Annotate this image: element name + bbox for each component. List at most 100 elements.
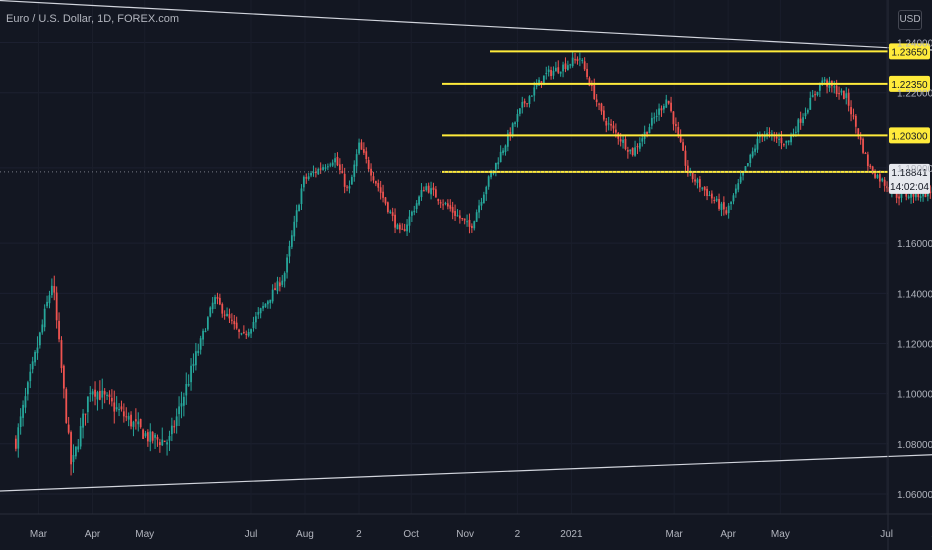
candle-body [235, 322, 238, 329]
candle-body [372, 176, 375, 181]
candle-body [185, 384, 188, 396]
candle-body [288, 246, 291, 257]
candle-body [454, 211, 456, 216]
candle-body [197, 350, 200, 354]
candle-body [631, 147, 634, 155]
candle-body [127, 416, 130, 420]
candle-body [106, 394, 108, 396]
time-tick-label: Aug [296, 529, 314, 540]
candle-body [245, 333, 248, 336]
candle-body [38, 332, 41, 346]
candle-body [269, 299, 272, 303]
candle-body [703, 186, 706, 191]
price-tick-label: 1.14000 [897, 289, 932, 300]
last-price-label: 1.18841 [891, 168, 928, 179]
candle-body [605, 120, 608, 126]
time-tick-label: May [771, 529, 790, 540]
candle-body [511, 123, 514, 135]
candle-body [854, 115, 857, 127]
candle-body [274, 288, 276, 291]
candle-body [698, 179, 701, 188]
candle-body [886, 186, 888, 189]
candle-body [686, 165, 689, 174]
candle-body [158, 442, 161, 446]
candle-body [144, 433, 147, 437]
candle-body [113, 402, 116, 412]
candle-body [194, 351, 197, 366]
candle-body [485, 187, 488, 195]
candle-body [74, 446, 77, 457]
candle-body [662, 105, 665, 110]
candle-body [746, 163, 749, 166]
candle-body [823, 79, 826, 82]
candle-body [782, 144, 785, 146]
candle-body [425, 186, 428, 191]
candle-body [334, 158, 336, 163]
level-price-label: 1.22350 [891, 80, 928, 91]
candle-body [751, 151, 754, 157]
candle-body [571, 57, 574, 67]
candle-body [396, 224, 399, 230]
candle-body [257, 312, 260, 315]
candle-body [326, 166, 329, 168]
candle-body [341, 170, 344, 174]
candle-body [278, 282, 281, 287]
candle-body [706, 188, 708, 196]
candle-body [593, 84, 596, 99]
candle-body [204, 330, 207, 333]
candle-body [65, 389, 68, 423]
candle-body [869, 165, 872, 168]
candle-body [516, 114, 519, 122]
candle-body [737, 183, 740, 190]
candle-body [629, 149, 632, 152]
candle-body [720, 203, 723, 210]
candle-body [578, 58, 581, 60]
candle-body [324, 167, 327, 169]
candle-body [576, 58, 579, 62]
time-tick-label: 2 [356, 529, 362, 540]
candle-body [466, 221, 468, 223]
candle-body [216, 296, 219, 299]
candle-body [346, 186, 348, 188]
candle-body [451, 207, 454, 213]
candle-body [300, 188, 303, 205]
price-tick-label: 1.16000 [897, 239, 932, 250]
candle-body [818, 83, 821, 91]
candle-body [739, 176, 742, 183]
candle-body [360, 142, 363, 150]
candle-body [343, 173, 346, 187]
currency-button[interactable]: USD [898, 10, 922, 30]
candle-body [463, 218, 466, 221]
candle-body [847, 92, 850, 106]
candle-body [612, 125, 615, 129]
trendline [0, 454, 932, 492]
level-price-tag [889, 75, 930, 92]
price-axis[interactable]: 1.24000 1.22000 1.19000 1.16000 1.14000 1.120… [887, 0, 932, 550]
candle-body [850, 107, 852, 115]
candle-body [821, 80, 824, 84]
candle-body [101, 390, 104, 398]
candle-body [878, 174, 881, 182]
candle-body [682, 142, 684, 151]
candle-body [732, 195, 735, 202]
candle-body [408, 216, 411, 226]
candle-body [46, 301, 48, 307]
candle-body [151, 431, 154, 441]
time-axis[interactable]: MarAprMayJulAug2OctNov22021MarAprMayJulA… [0, 513, 932, 540]
candle-body [67, 424, 70, 433]
candle-body [552, 70, 555, 76]
trendlines[interactable] [0, 0, 932, 492]
support-resistance-levels[interactable]: 1.23650 1.22350 1.20300 1.18841 14:02:04 [0, 43, 930, 194]
candle-body [542, 75, 545, 85]
candle-body [374, 181, 377, 184]
candle-body [175, 416, 178, 426]
candle-body [295, 210, 298, 222]
candle-body [694, 179, 696, 182]
candle-body [36, 347, 39, 354]
candle-body [86, 396, 89, 413]
candle-body [338, 164, 341, 171]
candle-body [367, 159, 370, 170]
candle-body [382, 191, 384, 198]
candle-body [787, 140, 790, 143]
